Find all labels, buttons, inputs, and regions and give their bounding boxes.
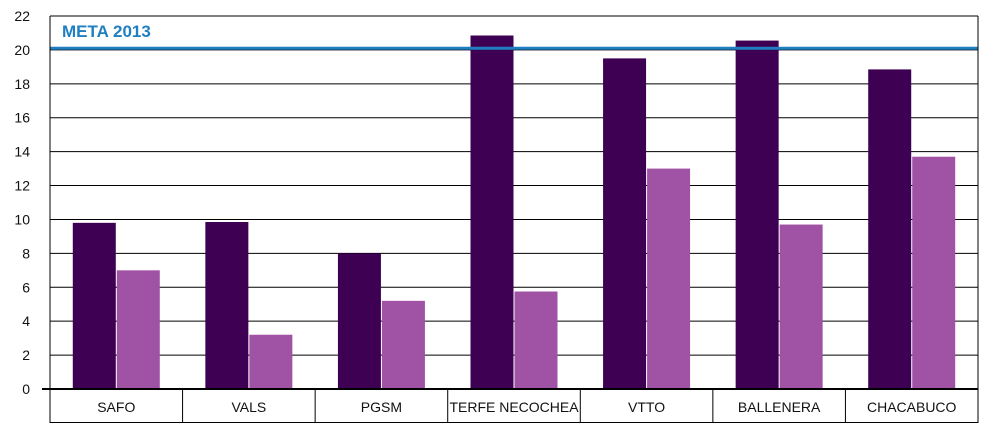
- y-tick-label: 0: [22, 381, 30, 397]
- y-tick-label: 8: [22, 245, 30, 261]
- category-label: BALLENERA: [738, 399, 821, 415]
- bars: [72, 35, 956, 390]
- bar-series1-safo: [72, 222, 116, 389]
- bar-series2-vals: [249, 334, 293, 389]
- bar-series1-vtto: [603, 58, 647, 390]
- y-tick-label: 16: [14, 110, 30, 126]
- bar-series1-pgsm: [337, 253, 381, 389]
- grid-lines: [50, 15, 978, 356]
- bar-series2-pgsm: [381, 300, 425, 389]
- category-label: CHACABUCO: [867, 399, 957, 415]
- bar-series2-ballenera: [779, 224, 823, 389]
- bar-series1-vals: [205, 221, 249, 389]
- category-label: PGSM: [361, 399, 402, 415]
- y-tick-label: 4: [22, 313, 30, 329]
- labels: 0 2 4 6 8 10 12 14 16 18 20 22 META 2013 SAFO VALS PGSM…: [14, 8, 956, 415]
- bar-series1-chacabuco: [868, 69, 912, 390]
- y-tick-label: 6: [22, 279, 30, 295]
- y-tick-label: 22: [14, 8, 30, 24]
- bar-series2-chacabuco: [912, 156, 956, 389]
- bar-series2-terfe-necochea: [514, 291, 558, 389]
- bar-series1-ballenera: [735, 40, 779, 389]
- y-tick-label: 20: [14, 42, 30, 58]
- y-tick-label: 18: [14, 76, 30, 92]
- y-tick-label: 10: [14, 211, 30, 227]
- y-tick-label: 2: [22, 347, 30, 363]
- y-tick-label: 12: [14, 178, 30, 194]
- category-label: TERFE NECOCHEA: [449, 399, 579, 415]
- category-label: VALS: [231, 399, 266, 415]
- category-label: VTTO: [628, 399, 665, 415]
- bar-series2-vtto: [647, 168, 691, 389]
- category-label: SAFO: [97, 399, 135, 415]
- bar-series2-safo: [116, 270, 160, 389]
- meta-label: META 2013: [62, 22, 151, 41]
- bar-series1-terfe-necochea: [470, 35, 514, 389]
- y-tick-label: 14: [14, 144, 30, 160]
